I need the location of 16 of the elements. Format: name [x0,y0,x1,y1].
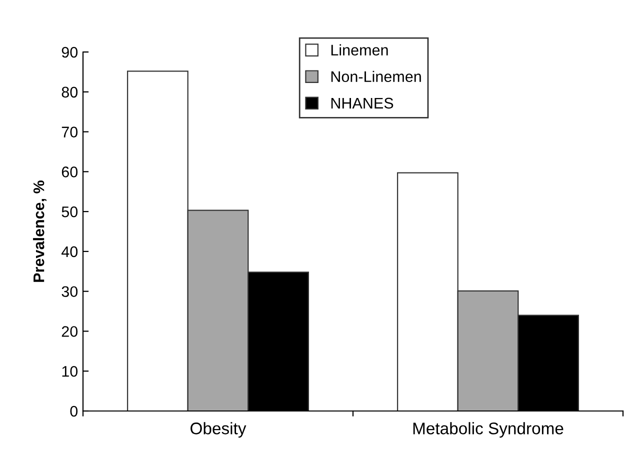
legend-label: NHANES [331,98,394,109]
y-tick-label: 30 [62,286,78,298]
legend-label: Non-Linemen [331,70,421,82]
y-tick-label: 0 [70,406,78,417]
y-tick-label: 80 [62,86,78,98]
y-axis-title: Prevalence, % [33,180,46,282]
y-tick-label: 90 [62,46,78,58]
y-tick-label: 50 [62,206,78,218]
y-tick-label: 60 [62,166,78,178]
legend-label: Linemen [331,44,388,56]
x-tick-label: Obesity [190,422,246,438]
y-tick-label: 40 [62,246,78,258]
y-tick-label: 10 [62,366,78,377]
x-tick-label: Metabolic Syndrome [413,422,564,438]
y-tick-label: 20 [62,326,78,337]
y-tick-label: 70 [62,126,78,138]
